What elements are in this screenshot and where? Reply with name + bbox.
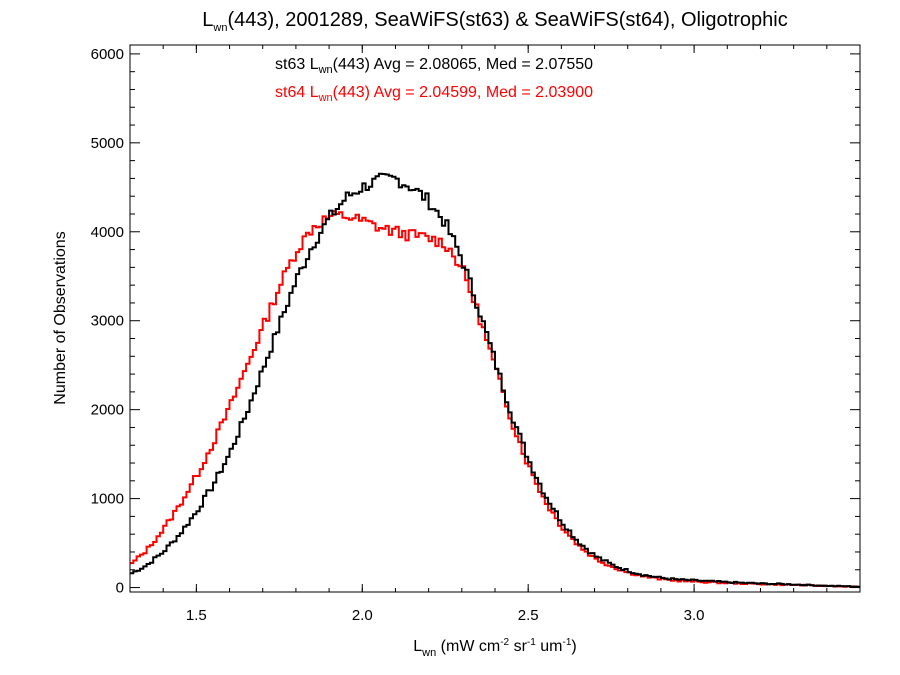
annotation-st64-prefix: st64 L <box>275 84 319 101</box>
plot-frame <box>129 44 861 593</box>
title-text: (443), 2001289, SeaWiFS(st63) & SeaWiFS(… <box>227 9 787 31</box>
x-tick-label: 3.0 <box>684 607 705 624</box>
series-st64-line <box>130 210 860 588</box>
x-tick-label: 2.5 <box>518 607 539 624</box>
y-tick-label: 1000 <box>91 491 124 508</box>
y-tick-label: 6000 <box>91 46 124 63</box>
y-axis: 0 1000 2000 3000 4000 5000 6000 <box>91 46 860 597</box>
x-tick-label: 1.5 <box>186 607 207 624</box>
series-layer <box>130 172 860 588</box>
x-axis-label: Lwn (mW cm-2 sr-1 um-1) <box>413 637 576 659</box>
annotation-st63-prefix: st63 L <box>275 56 319 73</box>
y-tick-label: 0 <box>116 580 124 597</box>
annotation-st64-subscript: wn <box>318 92 333 104</box>
xlabel-symbol: L <box>413 638 422 655</box>
annotation-st64-values: (443) Avg = 2.04599, Med = 2.03900 <box>333 84 593 101</box>
x-axis: 1.5 2.0 2.5 3.0 <box>129 45 861 624</box>
annotation-st63: st63 Lwn(443) Avg = 2.08065, Med = 2.075… <box>275 56 593 76</box>
annotation-st63-subscript: wn <box>318 64 333 76</box>
y-tick-label: 2000 <box>91 402 124 419</box>
y-axis-label: Number of Observations <box>52 231 69 404</box>
title-subscript: wn <box>212 22 227 34</box>
annotation-st63-values: (443) Avg = 2.08065, Med = 2.07550 <box>333 56 593 73</box>
title-symbol: L <box>202 9 213 31</box>
annotation-st64: st64 Lwn(443) Avg = 2.04599, Med = 2.039… <box>275 84 593 104</box>
y-tick-label: 4000 <box>91 224 124 241</box>
x-tick-label: 2.0 <box>352 607 373 624</box>
y-tick-label: 3000 <box>91 313 124 330</box>
xlabel-subscript: wn <box>421 647 436 659</box>
chart-title: Lwn(443), 2001289, SeaWiFS(st63) & SeaWi… <box>202 9 787 34</box>
y-tick-label: 5000 <box>91 135 124 152</box>
series-st63-line <box>130 172 860 588</box>
